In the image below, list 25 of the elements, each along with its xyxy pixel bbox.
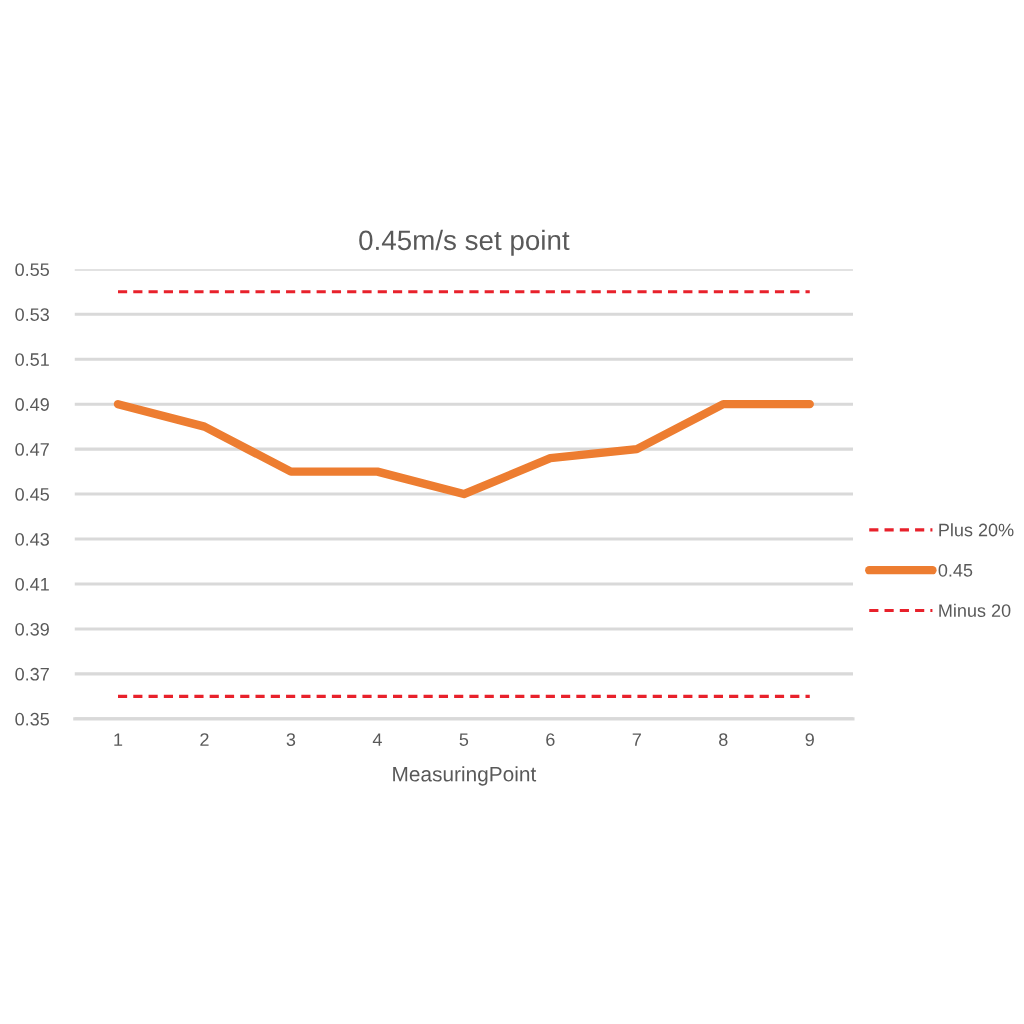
x-tick-label: 2 <box>200 733 209 746</box>
chart-title: 0.45m/s set point <box>359 229 570 256</box>
x-tick-label: 5 <box>459 733 469 746</box>
legend-label: Plus 20% <box>939 523 1014 537</box>
y-tick-label: 0.45 <box>15 488 49 501</box>
y-tick-label: 0.43 <box>15 532 49 546</box>
y-tick-label: 0.53 <box>15 308 49 321</box>
x-tick-label: 9 <box>805 733 814 746</box>
x-tick-label: 4 <box>372 733 382 746</box>
y-tick-label: 0.55 <box>15 263 49 277</box>
y-tick-label: 0.37 <box>15 667 49 681</box>
y-tick-label: 0.51 <box>15 353 49 366</box>
x-tick-label: 8 <box>719 733 728 746</box>
x-tick-label: 3 <box>286 733 296 746</box>
x-tick-label: 6 <box>546 733 555 746</box>
x-tick-label: 7 <box>632 733 641 746</box>
x-axis-title: MeasuringPoint <box>393 766 537 786</box>
y-tick-label: 0.49 <box>15 398 49 411</box>
x-tick-label: 1 <box>114 733 123 746</box>
y-tick-label: 0.35 <box>15 712 49 726</box>
legend-label: Minus 20 <box>939 603 1011 617</box>
y-tick-label: 0.39 <box>15 622 49 636</box>
y-tick-label: 0.41 <box>15 577 49 591</box>
y-tick-label: 0.47 <box>15 443 49 456</box>
legend-label: 0.45 <box>938 563 973 577</box>
